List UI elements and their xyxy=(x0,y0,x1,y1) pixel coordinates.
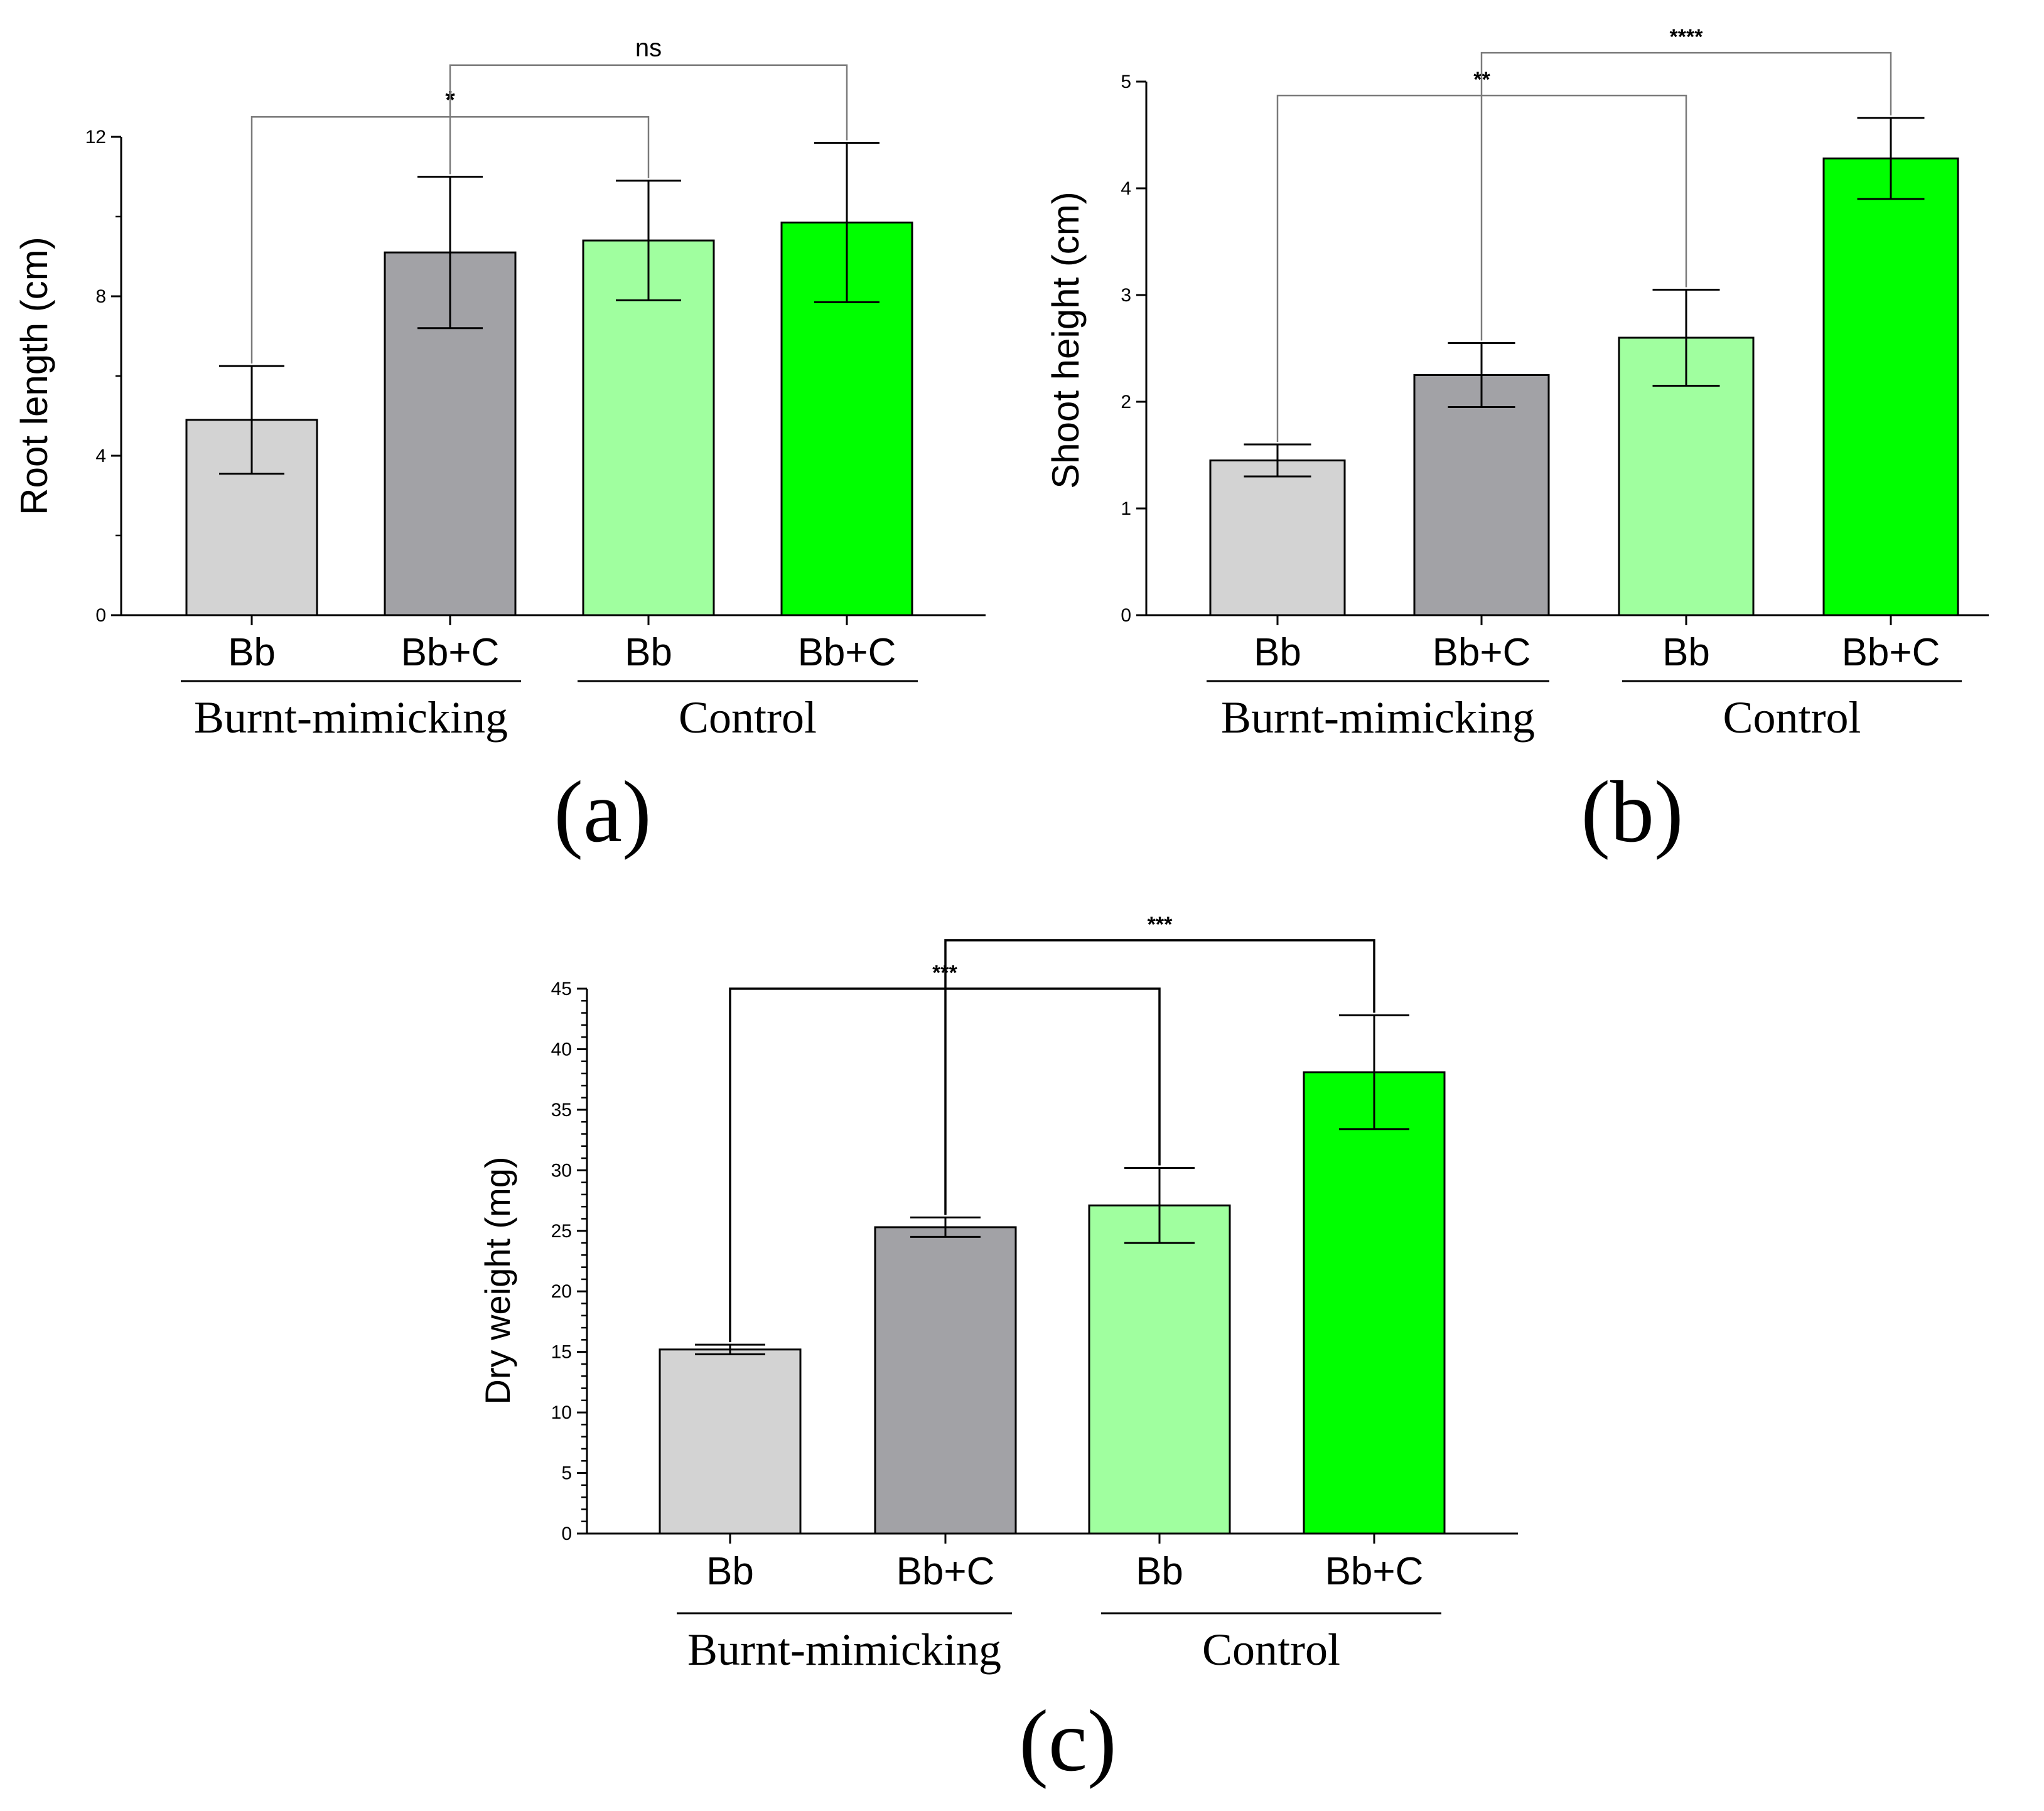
group-label: Control xyxy=(679,692,817,743)
y-tick-label: 40 xyxy=(551,1039,572,1060)
y-tick-label: 1 xyxy=(1121,498,1131,519)
group-label: Burnt-mimicking xyxy=(1221,692,1535,743)
bar xyxy=(1303,1071,1446,1535)
group-label: Control xyxy=(1723,692,1861,743)
y-tick-label: 5 xyxy=(1121,72,1131,92)
y-tick-label: 8 xyxy=(95,286,106,307)
bar xyxy=(1413,374,1550,616)
y-tick-label: 15 xyxy=(551,1342,572,1363)
chart-panel-c: 0 5 10 15 20 25 30 35 40 45 Dry weight (mg) Bb Bb+C B… xyxy=(478,913,1518,1790)
y-axis-label: Shoot height (cm) xyxy=(1045,191,1087,489)
bar xyxy=(1209,459,1346,616)
y-tick-label: 4 xyxy=(1121,178,1131,199)
y-tick-label: 2 xyxy=(1121,392,1131,412)
y-tick-label: 0 xyxy=(561,1523,572,1544)
category-label: Bb+C xyxy=(896,1550,995,1593)
y-tick-label: 20 xyxy=(551,1281,572,1302)
y-tick-label: 25 xyxy=(551,1221,572,1242)
bar xyxy=(1822,157,1959,616)
panel-label: (b) xyxy=(1581,763,1683,861)
y-tick-label: 0 xyxy=(1121,605,1131,626)
category-label: Bb xyxy=(625,631,672,674)
y-tick-label: 12 xyxy=(85,127,106,148)
y-axis-label: Dry weight (mg) xyxy=(478,1156,517,1404)
group-label: Burnt-mimicking xyxy=(194,692,508,743)
panel-label: (a) xyxy=(554,763,651,861)
significance-bracket xyxy=(1480,51,1892,341)
y-tick-label: 4 xyxy=(95,446,106,466)
chart-panel-a: 0 4 8 12 Root length (cm) Bb Bb+C Bb Bb+C Burnt-m… xyxy=(13,35,986,861)
category-label: Bb+C xyxy=(1842,631,1940,674)
bar xyxy=(874,1226,1017,1535)
category-label: Bb xyxy=(1662,631,1710,674)
significance-label: ns xyxy=(635,35,662,62)
group-label: Burnt-mimicking xyxy=(687,1625,1001,1675)
y-tick-label: 3 xyxy=(1121,285,1131,306)
y-tick-label: 30 xyxy=(551,1160,572,1181)
y-tick-label: 5 xyxy=(561,1463,572,1484)
significance-bracket xyxy=(944,939,1375,1215)
y-axis-label: Root length (cm) xyxy=(13,237,55,515)
y-tick-label: 45 xyxy=(551,979,572,999)
category-label: Bb+C xyxy=(798,631,896,674)
bar xyxy=(659,1348,802,1535)
category-label: Bb+C xyxy=(401,631,500,674)
category-label: Bb+C xyxy=(1433,631,1531,674)
panel-label: (c) xyxy=(1019,1692,1116,1790)
category-label: Bb+C xyxy=(1325,1550,1424,1593)
category-label: Bb xyxy=(1254,631,1301,674)
group-label: Control xyxy=(1202,1625,1340,1675)
significance-label: *** xyxy=(1148,913,1173,937)
category-label: Bb xyxy=(228,631,276,674)
y-tick-label: 0 xyxy=(95,605,106,626)
significance-bracket xyxy=(449,64,848,175)
significance-label: **** xyxy=(1670,25,1704,49)
chart-panel-b: 0 1 2 3 4 5 Shoot height (cm) Bb Bb+C Bb Bb+C Burnt… xyxy=(1045,25,1989,861)
category-label: Bb xyxy=(706,1550,754,1593)
y-tick-label: 35 xyxy=(551,1100,572,1120)
bar xyxy=(1088,1204,1231,1535)
category-label: Bb xyxy=(1136,1550,1183,1593)
y-tick-label: 10 xyxy=(551,1402,572,1423)
